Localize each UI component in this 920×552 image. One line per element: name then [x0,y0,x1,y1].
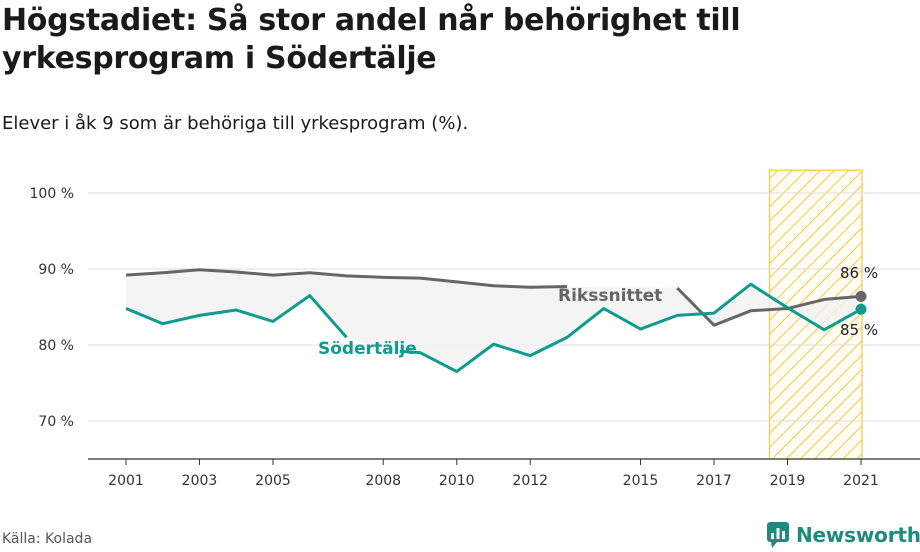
y-tick-label: 100 % [30,186,74,202]
newsworthy-logo-icon [767,522,789,548]
x-tick-label: 2019 [770,473,806,489]
end-label-sodertalje: 85 % [840,321,878,339]
x-tick-label: 2017 [696,473,732,489]
line-rikssnittet [125,268,568,289]
x-tick-label: 2012 [512,473,548,489]
source-note: Källa: Kolada [2,531,93,547]
series-label-rikssnittet: Rikssnittet [558,286,662,306]
x-tick-label: 2005 [255,473,291,489]
y-tick-label: 90 % [38,262,74,278]
x-tick-label: 2003 [182,473,218,489]
brand-name: Newsworthy [796,523,920,547]
endpoint-rikssnittet [855,290,867,302]
line-rikssnittet [676,286,862,327]
line-sodertalje [399,282,862,374]
series-label-sodertalje: Södertälje [318,339,417,359]
x-tick-label: 2008 [365,473,401,489]
x-tick-label: 2001 [108,473,144,489]
x-tick-label: 2010 [439,473,475,489]
x-tick-label: 2021 [843,473,879,489]
chart-subtitle: Elever i åk 9 som är behöriga till yrkes… [2,113,469,134]
end-label-rikssnittet: 86 % [840,264,878,282]
brand-logo: Newsworthy [766,520,920,550]
y-tick-label: 80 % [38,338,74,354]
x-tick-label: 2015 [623,473,659,489]
endpoint-sodertalje [855,303,867,315]
line-sodertalje [125,294,348,339]
chart-title: Högstadiet: Så stor andel når behörighet… [2,3,741,76]
y-tick-label: 70 % [38,414,74,430]
